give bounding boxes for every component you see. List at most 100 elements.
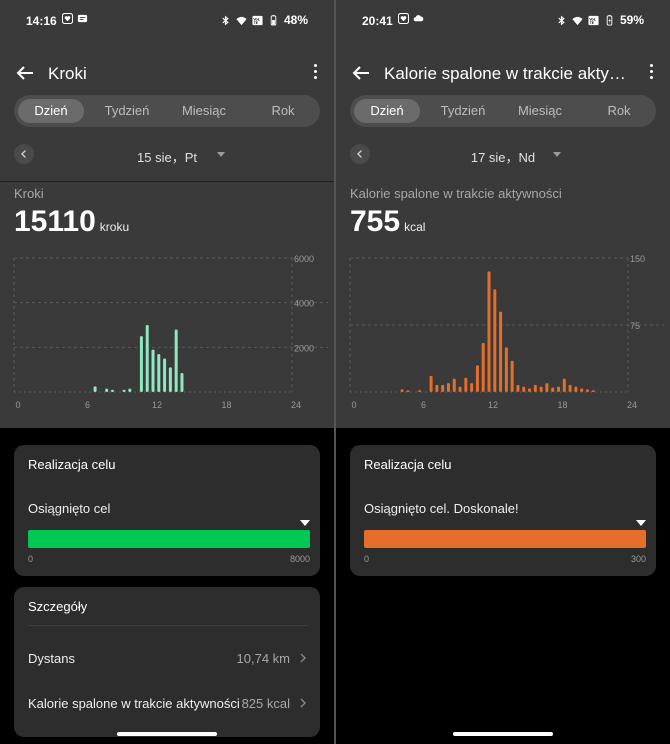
chart-bar <box>163 358 167 392</box>
chart-bar <box>510 360 514 392</box>
calories-screen: 20:41 VoL TE 59% Kalorie spalone w trakci… <box>336 0 670 744</box>
chevron-left-icon <box>21 150 26 158</box>
header-area <box>336 0 670 428</box>
chart-bar <box>446 383 450 392</box>
metric-value: 15110 <box>14 205 96 238</box>
chevron-right-icon <box>300 653 306 663</box>
chart-bar <box>568 384 572 392</box>
svg-text:VoL: VoL <box>253 17 260 21</box>
calories-value: 825 kcal <box>241 696 290 711</box>
details-title: Szczegóły <box>28 599 88 614</box>
chart-bar <box>475 365 479 392</box>
page-title: Kalorie spalone w trakcie aktywności <box>384 64 634 83</box>
battery-level: 48% <box>283 13 308 27</box>
tab-month[interactable]: Miesiąc <box>517 103 563 118</box>
chart-bar <box>528 388 532 392</box>
cloud-icon <box>413 15 424 22</box>
battery-level: 59% <box>619 13 644 27</box>
tab-month[interactable]: Miesiąc <box>181 103 227 118</box>
chart-bar <box>145 325 149 392</box>
date-dropdown-icon[interactable] <box>553 152 561 157</box>
back-arrow-icon[interactable] <box>350 62 372 84</box>
detail-row-distance[interactable]: Dystans 10,74 km <box>28 651 308 673</box>
svg-text:VoL: VoL <box>589 17 596 21</box>
svg-text:TE: TE <box>254 21 258 25</box>
steps-chart: 6000 4000 2000 0 6 12 18 24 <box>13 254 328 410</box>
detail-row-calories[interactable]: Kalorie spalone w trakcie aktywności 825… <box>28 696 308 718</box>
x-tick-label: 0 <box>351 400 356 410</box>
goal-status: Osiągnięto cel. Doskonale! <box>364 501 519 516</box>
y-tick-label: 6000 <box>294 254 314 264</box>
x-tick-label: 24 <box>291 400 301 410</box>
x-tick-label: 0 <box>15 400 20 410</box>
details-divider <box>28 625 308 626</box>
goal-card: Realizacja celu Osiągnięto cel. Doskonal… <box>350 445 656 576</box>
chart-bar <box>400 389 404 392</box>
heart-app-icon <box>62 13 73 24</box>
goal-progress-fill <box>28 530 310 548</box>
distance-label: Dystans <box>28 651 75 666</box>
chart-bar <box>418 390 421 392</box>
divider <box>0 181 334 182</box>
date-dropdown-icon[interactable] <box>217 152 225 157</box>
chart-bar <box>574 386 578 392</box>
gesture-nav-bar[interactable] <box>453 732 553 736</box>
wifi-icon <box>236 16 247 25</box>
goal-progress-bar <box>28 530 310 548</box>
chart-bar <box>522 386 526 392</box>
gesture-nav-bar[interactable] <box>117 732 217 736</box>
header-area <box>0 0 334 428</box>
chart-bar <box>499 311 503 392</box>
more-options-icon[interactable] <box>312 64 318 82</box>
bluetooth-icon <box>222 15 229 25</box>
more-options-icon[interactable] <box>648 64 654 82</box>
x-tick-label: 6 <box>421 400 426 410</box>
tab-week[interactable]: Tydzień <box>440 103 486 118</box>
goal-min: 0 <box>364 554 370 564</box>
chart-bar <box>157 354 161 392</box>
goal-status: Osiągnięto cel <box>28 501 111 516</box>
message-icon <box>77 14 88 23</box>
tab-day[interactable]: Dzień <box>354 99 420 123</box>
chart-bar <box>551 387 555 392</box>
date-navigator: 15 sie，Pt <box>0 144 334 166</box>
steps-screen: 14:16 VoL TE 48% Kroki Dzień Tydzień Mies… <box>0 0 334 744</box>
selected-date[interactable]: 15 sie，Pt <box>137 150 197 165</box>
chart-bar <box>539 386 543 392</box>
x-tick-label: 6 <box>85 400 90 410</box>
status-bar: 14:16 VoL TE 48% <box>0 0 334 42</box>
chart-bar <box>591 390 595 392</box>
y-tick-label: 2000 <box>294 343 314 353</box>
chart-bar <box>458 386 462 392</box>
chart-bar <box>481 342 485 392</box>
status-time: 20:41 <box>362 14 393 28</box>
calories-label: Kalorie spalone w trakcie aktywności <box>28 696 240 711</box>
period-tabs: Dzień Tydzień Miesiąc Rok <box>14 95 320 127</box>
tab-day[interactable]: Dzień <box>18 99 84 123</box>
goal-progress-bar <box>364 530 646 548</box>
x-tick-label: 12 <box>152 400 162 410</box>
chart-bar <box>429 375 433 392</box>
tab-year[interactable]: Rok <box>271 103 295 118</box>
x-tick-label: 12 <box>488 400 498 410</box>
details-card: Szczegóły Dystans 10,74 km Kalorie spalo… <box>14 587 320 737</box>
screenshot-divider <box>334 0 336 744</box>
app-bar: Kalorie spalone w trakcie aktywności <box>336 56 670 90</box>
metric-unit: kroku <box>99 220 130 234</box>
metric-unit: kcal <box>404 220 426 234</box>
goal-max: 8000 <box>289 554 310 564</box>
chart-bar <box>406 390 410 392</box>
metric-value: 755 <box>350 205 401 238</box>
chart-bar <box>545 383 549 392</box>
x-tick-label: 24 <box>627 400 637 410</box>
tab-year[interactable]: Rok <box>607 103 631 118</box>
chart-bar <box>151 349 155 392</box>
previous-day-button[interactable] <box>350 144 370 164</box>
selected-date[interactable]: 17 sie，Nd <box>470 150 536 165</box>
wifi-icon <box>572 16 583 25</box>
previous-day-button[interactable] <box>14 144 34 164</box>
back-arrow-icon[interactable] <box>14 62 36 84</box>
tab-week[interactable]: Tydzień <box>104 103 150 118</box>
battery-icon <box>270 14 277 26</box>
